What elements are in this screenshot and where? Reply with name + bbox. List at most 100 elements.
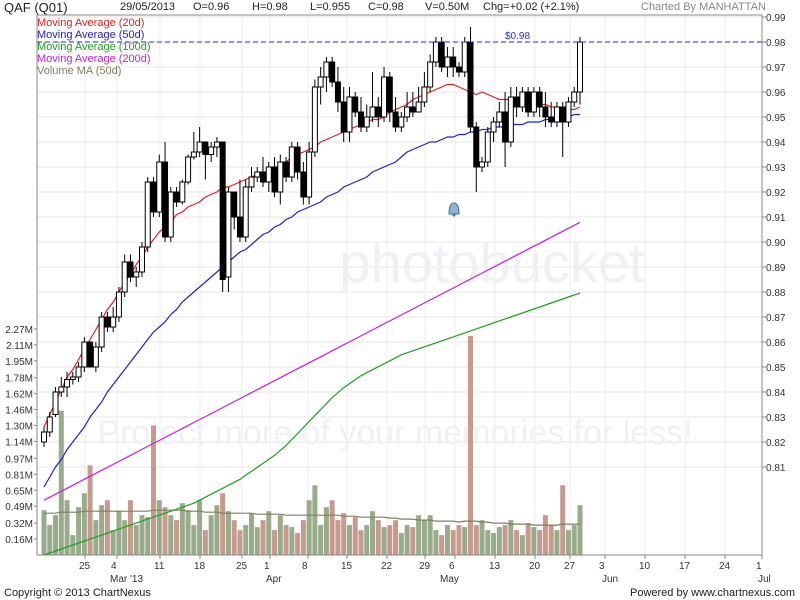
month-label: May [440,574,459,585]
candle-up [363,116,370,128]
candle-down [536,91,543,108]
volume-tick-label: 1.95M [5,357,33,368]
volume-tick-label: 0.65M [5,486,33,497]
footer: Copyright © 2013 ChartNexus Powered by w… [0,586,800,600]
legend-ma200: Moving Average (200d) [37,53,151,65]
watermark-slogan: Protect more of your memories for less! [97,414,692,452]
candle-down [525,91,532,113]
volume-bar [185,510,191,555]
volume-bar [47,525,53,555]
volume-bar [571,525,577,555]
candle-up [288,146,295,178]
candle-up [323,61,330,78]
alert-bell-clapper [452,213,456,217]
candle-up [41,431,47,443]
volume-tick-label: 0.81M [5,470,33,481]
candle-down [386,76,393,113]
chart-header: QAF (Q01) 29/05/2013 O=0.96 H=0.98 L=0.9… [0,0,800,16]
volume-bar [318,525,324,555]
candle-down [375,106,382,118]
volume-bar [174,520,180,555]
candle-up [530,91,537,113]
volume-bar [548,525,554,555]
candle-up [277,161,284,193]
volume-bar [537,530,543,555]
candle-up [490,121,497,133]
volume-bar [473,525,479,555]
volume-bar [58,410,64,555]
volume-bar [439,535,445,555]
candle-up [369,106,376,118]
candle-down [260,171,267,183]
volume-tick-label: 2.11M [6,341,33,352]
close-value: C=0.98 [368,1,404,13]
candle-up [432,41,439,63]
volume-bar [554,530,560,555]
candle-up [75,366,82,378]
candle-up [115,291,122,318]
volume-bar [220,493,226,555]
candle-up [248,176,255,188]
time-tick-label: 11 [154,561,165,572]
volume-bar [565,530,571,555]
price-tick-label: 0.88 [766,288,786,299]
volume-tick-label: 1.78M [5,374,33,385]
candle-up [311,86,318,153]
volume-bar [467,335,473,555]
month-label: Mar '13 [110,574,143,585]
time-tick-label: 24 [719,561,731,572]
candle-up [225,191,232,278]
candle-up [98,316,105,348]
volume-bar [542,515,548,555]
candle-down [392,111,399,128]
price-tick-label: 0.99 [766,13,786,24]
volume-bar [87,465,93,555]
plot-frame [36,14,763,556]
candle-down [173,191,180,203]
volume-bar [214,505,220,555]
watermark-brand: photobucket [339,231,645,294]
legend-ma100: Moving Average (100d) [37,41,151,53]
price-tick-label: 0.98 [766,38,786,49]
grid [37,15,763,555]
volume-bar [289,527,295,555]
candle-down [409,106,416,113]
candle-up [46,416,53,433]
candle-up [565,101,572,123]
volume-bar [277,515,283,555]
candle-up [156,161,163,213]
volume-bar [283,525,289,555]
volume-bar [272,530,278,555]
candle-down [357,111,364,128]
candle-up [553,106,560,123]
alert-bell-icon [448,202,460,215]
volume-tick-label: 0.32M [5,519,33,530]
candle-down [104,316,111,328]
quote-date: 29/05/2013 [120,1,176,13]
volume-bar [122,520,128,555]
candle-down [438,41,445,68]
candle-up [185,156,192,183]
time-tick-label: 13 [489,561,501,572]
volume-value: V=0.50M [425,1,470,13]
volume-tick-label: 0.16M [5,535,33,546]
volume-bar [421,520,427,555]
volume-tick-label: 2.27M [5,325,33,336]
volume-bar [248,513,254,555]
volume-bar [358,530,364,555]
volume-bar [237,530,243,555]
volume-bar [156,500,162,555]
charted-by: Charted By MANHATTAN [641,1,766,13]
price-tick-label: 0.94 [766,138,786,149]
price-marker-label: $0.98 [505,31,530,42]
candle-down [87,341,94,368]
legend-ma20: Moving Average (20d) [37,17,145,29]
candle-up [208,146,215,155]
time-tick-label: 1 [264,561,270,572]
high-value: H=0.98 [252,1,288,13]
volume-bar [306,500,312,555]
volume-bar [456,525,462,555]
candle-up [484,131,491,163]
candle-down [455,66,462,73]
price-tick-label: 0.92 [766,188,786,199]
